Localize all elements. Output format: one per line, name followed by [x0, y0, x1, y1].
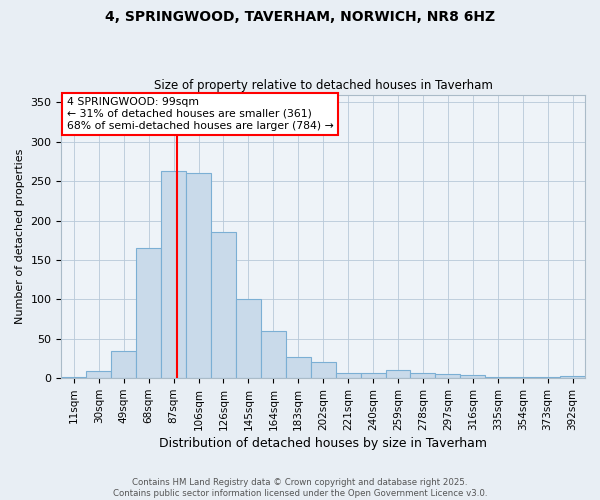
- X-axis label: Distribution of detached houses by size in Taverham: Distribution of detached houses by size …: [159, 437, 487, 450]
- Text: 4, SPRINGWOOD, TAVERHAM, NORWICH, NR8 6HZ: 4, SPRINGWOOD, TAVERHAM, NORWICH, NR8 6H…: [105, 10, 495, 24]
- Text: Contains HM Land Registry data © Crown copyright and database right 2025.
Contai: Contains HM Land Registry data © Crown c…: [113, 478, 487, 498]
- Bar: [86, 371, 111, 378]
- Bar: [161, 171, 186, 378]
- Bar: [211, 232, 236, 378]
- Bar: [61, 376, 86, 378]
- Y-axis label: Number of detached properties: Number of detached properties: [15, 148, 25, 324]
- Bar: [136, 248, 161, 378]
- Bar: [261, 331, 286, 378]
- Bar: [111, 350, 136, 378]
- Bar: [361, 374, 386, 378]
- Bar: [560, 376, 585, 378]
- Bar: [286, 357, 311, 378]
- Bar: [535, 376, 560, 378]
- Bar: [386, 370, 410, 378]
- Bar: [460, 375, 485, 378]
- Bar: [335, 374, 361, 378]
- Bar: [311, 362, 335, 378]
- Bar: [236, 300, 261, 378]
- Bar: [410, 372, 436, 378]
- Bar: [436, 374, 460, 378]
- Title: Size of property relative to detached houses in Taverham: Size of property relative to detached ho…: [154, 79, 493, 92]
- Bar: [485, 376, 510, 378]
- Text: 4 SPRINGWOOD: 99sqm
← 31% of detached houses are smaller (361)
68% of semi-detac: 4 SPRINGWOOD: 99sqm ← 31% of detached ho…: [67, 98, 334, 130]
- Bar: [186, 174, 211, 378]
